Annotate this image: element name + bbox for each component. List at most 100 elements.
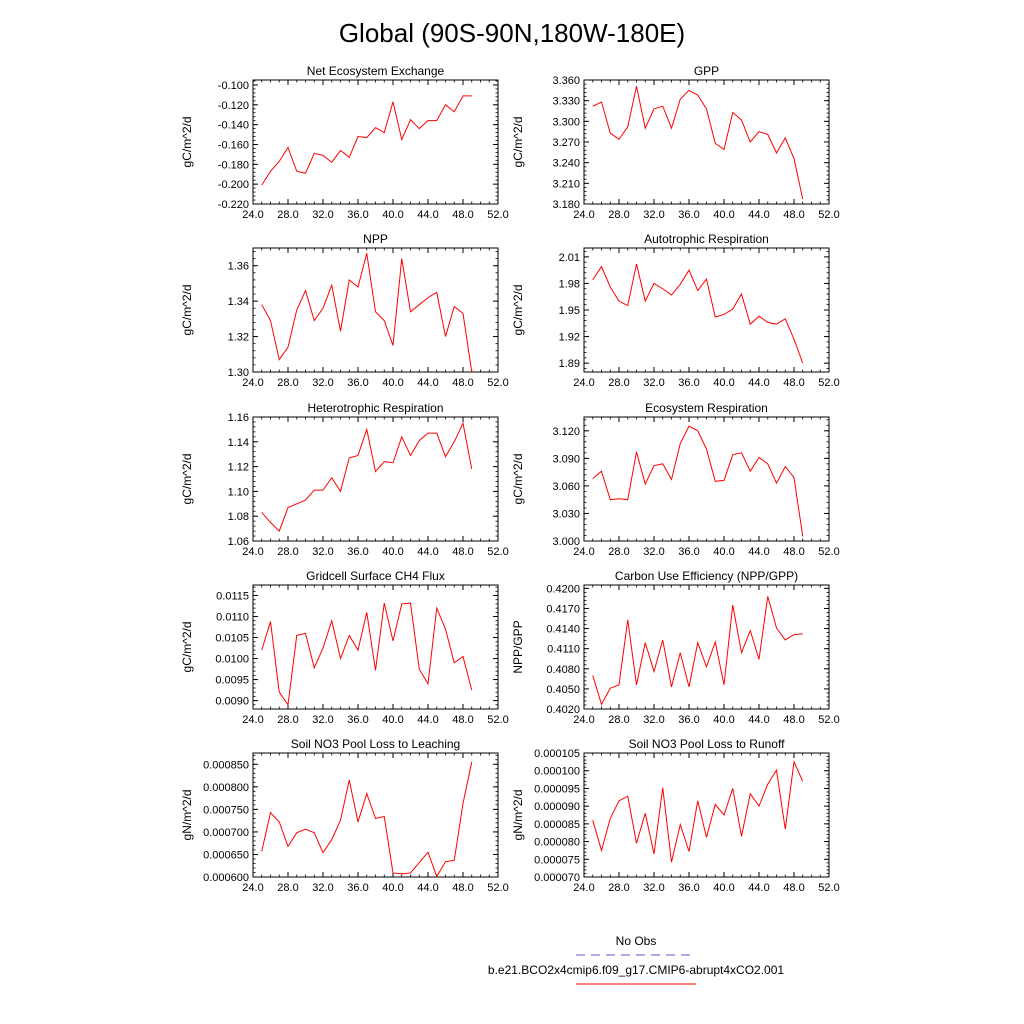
chart-8-carbon-use-efficiency-npp-gpp-xtick-label: 36.0 <box>678 714 699 726</box>
chart-4-autotrophic-respiration-series-line <box>592 263 804 364</box>
chart-4-autotrophic-respiration-xtick-label: 40.0 <box>713 377 734 389</box>
chart-6-ecosystem-respiration-ytick-label: 3.090 <box>552 453 580 465</box>
chart-1-net-ecosystem-exchange-xtick-label: 24.0 <box>242 209 263 221</box>
chart-8-carbon-use-efficiency-npp-gpp: Carbon Use Efficiency (NPP/GPP) NPP/GPP 24… <box>511 569 840 726</box>
chart-2-gpp-xtick-label: 40.0 <box>713 209 734 221</box>
figure-title: Global (90S-90N,180W-180E) <box>339 18 685 48</box>
chart-6-ecosystem-respiration-xtick-label: 44.0 <box>748 546 769 558</box>
chart-8-carbon-use-efficiency-npp-gpp-ytick-label: 0.4140 <box>546 624 580 636</box>
chart-5-heterotrophic-respiration-xtick-label: 24.0 <box>242 546 263 558</box>
chart-7-gridcell-surface-ch4-flux-ylabel: gC/m^2/d <box>180 622 194 673</box>
chart-3-npp-series-line <box>261 253 473 373</box>
chart-8-carbon-use-efficiency-npp-gpp-ytick-label: 0.4020 <box>546 704 580 716</box>
chart-4-autotrophic-respiration-xtick-label: 32.0 <box>643 377 664 389</box>
chart-10-soil-no3-pool-loss-to-runoff-xtick-label: 32.0 <box>643 882 664 894</box>
chart-9-soil-no3-pool-loss-to-leaching: Soil NO3 Pool Loss to Leaching gN/m^2/d 24… <box>180 737 509 894</box>
chart-2-gpp-ytick-label: 3.180 <box>552 199 580 211</box>
chart-7-gridcell-surface-ch4-flux-ytick-label: 0.0095 <box>215 675 249 687</box>
chart-5-heterotrophic-respiration-xtick-label: 28.0 <box>277 546 298 558</box>
chart-1-net-ecosystem-exchange-ytick-label: -0.220 <box>218 199 249 211</box>
chart-6-ecosystem-respiration-frame <box>583 416 830 542</box>
chart-9-soil-no3-pool-loss-to-leaching-ytick-label: 0.000800 <box>203 782 249 794</box>
chart-5-heterotrophic-respiration-series-line <box>261 421 473 532</box>
chart-8-carbon-use-efficiency-npp-gpp-ytick-label: 0.4170 <box>546 603 580 615</box>
chart-5-heterotrophic-respiration-title: Heterotrophic Respiration <box>307 401 443 415</box>
chart-3-npp-xtick-label: 52.0 <box>487 377 508 389</box>
chart-3-npp-xtick-label: 48.0 <box>452 377 473 389</box>
chart-9-soil-no3-pool-loss-to-leaching-series-line <box>261 761 473 878</box>
chart-9-soil-no3-pool-loss-to-leaching-title: Soil NO3 Pool Loss to Leaching <box>291 737 460 751</box>
chart-5-heterotrophic-respiration: Heterotrophic Respiration gC/m^2/d 24.0 28.… <box>180 401 509 558</box>
chart-3-npp-xtick-label: 24.0 <box>242 377 263 389</box>
chart-1-net-ecosystem-exchange-series-line <box>261 95 472 186</box>
chart-1-net-ecosystem-exchange-xtick-label: 32.0 <box>312 209 333 221</box>
chart-10-soil-no3-pool-loss-to-runoff-ytick-label: 0.000095 <box>534 783 580 795</box>
chart-2-gpp-ytick-label: 3.360 <box>552 75 580 87</box>
chart-7-gridcell-surface-ch4-flux-ytick-label: 0.0110 <box>216 612 249 624</box>
chart-10-soil-no3-pool-loss-to-runoff-xtick-label: 40.0 <box>713 882 734 894</box>
chart-10-soil-no3-pool-loss-to-runoff-ytick-label: 0.000080 <box>534 837 580 849</box>
chart-5-heterotrophic-respiration-ytick-label: 1.10 <box>228 486 249 498</box>
chart-4-autotrophic-respiration-xtick-label: 52.0 <box>818 377 839 389</box>
chart-2-gpp-ylabel: gC/m^2/d <box>511 117 525 168</box>
chart-10-soil-no3-pool-loss-to-runoff-ytick-label: 0.000100 <box>534 766 580 778</box>
chart-4-autotrophic-respiration-xtick-label: 24.0 <box>573 377 594 389</box>
chart-9-soil-no3-pool-loss-to-leaching-ytick-label: 0.000600 <box>203 872 249 884</box>
chart-8-carbon-use-efficiency-npp-gpp-title: Carbon Use Efficiency (NPP/GPP) <box>615 569 798 583</box>
chart-8-carbon-use-efficiency-npp-gpp-xtick-label: 28.0 <box>608 714 629 726</box>
chart-1-net-ecosystem-exchange-xtick-label: 48.0 <box>452 209 473 221</box>
chart-6-ecosystem-respiration-xtick-label: 28.0 <box>608 546 629 558</box>
chart-6-ecosystem-respiration-ytick-label: 3.030 <box>552 508 580 520</box>
chart-10-soil-no3-pool-loss-to-runoff-ytick-label: 0.000090 <box>534 801 580 813</box>
chart-8-carbon-use-efficiency-npp-gpp-series-line <box>592 596 803 706</box>
chart-3-npp-ylabel: gC/m^2/d <box>180 285 194 336</box>
chart-5-heterotrophic-respiration-ytick-label: 1.08 <box>228 511 249 523</box>
chart-8-carbon-use-efficiency-npp-gpp-ytick-label: 0.4080 <box>546 664 580 676</box>
chart-2-gpp-ytick-label: 3.330 <box>552 96 580 108</box>
chart-4-autotrophic-respiration-frame <box>583 247 830 373</box>
chart-6-ecosystem-respiration-ytick-label: 3.000 <box>552 536 580 548</box>
chart-6-ecosystem-respiration-xtick-label: 48.0 <box>783 546 804 558</box>
chart-6-ecosystem-respiration: Ecosystem Respiration gC/m^2/d 24.0 28.0 32.… <box>511 401 840 558</box>
chart-2-gpp-ytick-label: 3.240 <box>552 158 580 170</box>
chart-8-carbon-use-efficiency-npp-gpp-xtick-label: 32.0 <box>643 714 664 726</box>
chart-10-soil-no3-pool-loss-to-runoff-xtick-label: 36.0 <box>678 882 699 894</box>
chart-6-ecosystem-respiration-ylabel: gC/m^2/d <box>511 454 525 505</box>
chart-2-gpp-xtick-label: 28.0 <box>608 209 629 221</box>
chart-7-gridcell-surface-ch4-flux: Gridcell Surface CH4 Flux gC/m^2/d 24.0 28.… <box>180 569 509 726</box>
chart-9-soil-no3-pool-loss-to-leaching-xtick-label: 32.0 <box>312 882 333 894</box>
chart-9-soil-no3-pool-loss-to-leaching-ytick-label: 0.000650 <box>203 849 249 861</box>
chart-1-net-ecosystem-exchange-xtick-label: 40.0 <box>382 209 403 221</box>
chart-1-net-ecosystem-exchange-ytick-label: -0.120 <box>218 100 249 112</box>
chart-4-autotrophic-respiration-ylabel: gC/m^2/d <box>511 285 525 336</box>
chart-7-gridcell-surface-ch4-flux-xtick-label: 24.0 <box>242 714 263 726</box>
chart-10-soil-no3-pool-loss-to-runoff-ytick-label: 0.000105 <box>534 748 580 760</box>
chart-2-gpp-series-line <box>592 86 804 200</box>
chart-7-gridcell-surface-ch4-flux-xtick-label: 48.0 <box>452 714 473 726</box>
chart-6-ecosystem-respiration-ytick-label: 3.120 <box>552 426 580 438</box>
legend-case-label: b.e21.BCO2x4cmip6.f09_g17.CMIP6-abrupt4x… <box>488 963 784 977</box>
chart-1-net-ecosystem-exchange-ytick-label: -0.160 <box>218 139 249 151</box>
chart-5-heterotrophic-respiration-ytick-label: 1.14 <box>228 437 249 449</box>
chart-6-ecosystem-respiration-xtick-label: 32.0 <box>643 546 664 558</box>
chart-6-ecosystem-respiration-title: Ecosystem Respiration <box>645 401 768 415</box>
chart-5-heterotrophic-respiration-xtick-label: 40.0 <box>382 546 403 558</box>
chart-3-npp-ytick-label: 1.32 <box>228 332 249 344</box>
chart-6-ecosystem-respiration-xtick-label: 52.0 <box>818 546 839 558</box>
chart-4-autotrophic-respiration-xtick-label: 44.0 <box>748 377 769 389</box>
chart-10-soil-no3-pool-loss-to-runoff-xtick-label: 28.0 <box>608 882 629 894</box>
chart-7-gridcell-surface-ch4-flux-ytick-label: 0.0105 <box>215 633 249 645</box>
chart-10-soil-no3-pool-loss-to-runoff-ytick-label: 0.000070 <box>534 872 580 884</box>
chart-1-net-ecosystem-exchange-xtick-label: 28.0 <box>277 209 298 221</box>
chart-9-soil-no3-pool-loss-to-leaching-ytick-label: 0.000700 <box>203 827 249 839</box>
chart-2-gpp-title: GPP <box>694 64 719 78</box>
chart-7-gridcell-surface-ch4-flux-series-line <box>261 602 473 707</box>
chart-9-soil-no3-pool-loss-to-leaching-xtick-label: 28.0 <box>277 882 298 894</box>
chart-7-gridcell-surface-ch4-flux-xtick-label: 40.0 <box>382 714 403 726</box>
chart-8-carbon-use-efficiency-npp-gpp-xtick-label: 40.0 <box>713 714 734 726</box>
chart-5-heterotrophic-respiration-ytick-label: 1.16 <box>228 412 249 424</box>
chart-1-net-ecosystem-exchange-xtick-label: 52.0 <box>487 209 508 221</box>
chart-4-autotrophic-respiration-ytick-label: 1.98 <box>559 278 580 290</box>
chart-3-npp-title: NPP <box>363 232 388 246</box>
